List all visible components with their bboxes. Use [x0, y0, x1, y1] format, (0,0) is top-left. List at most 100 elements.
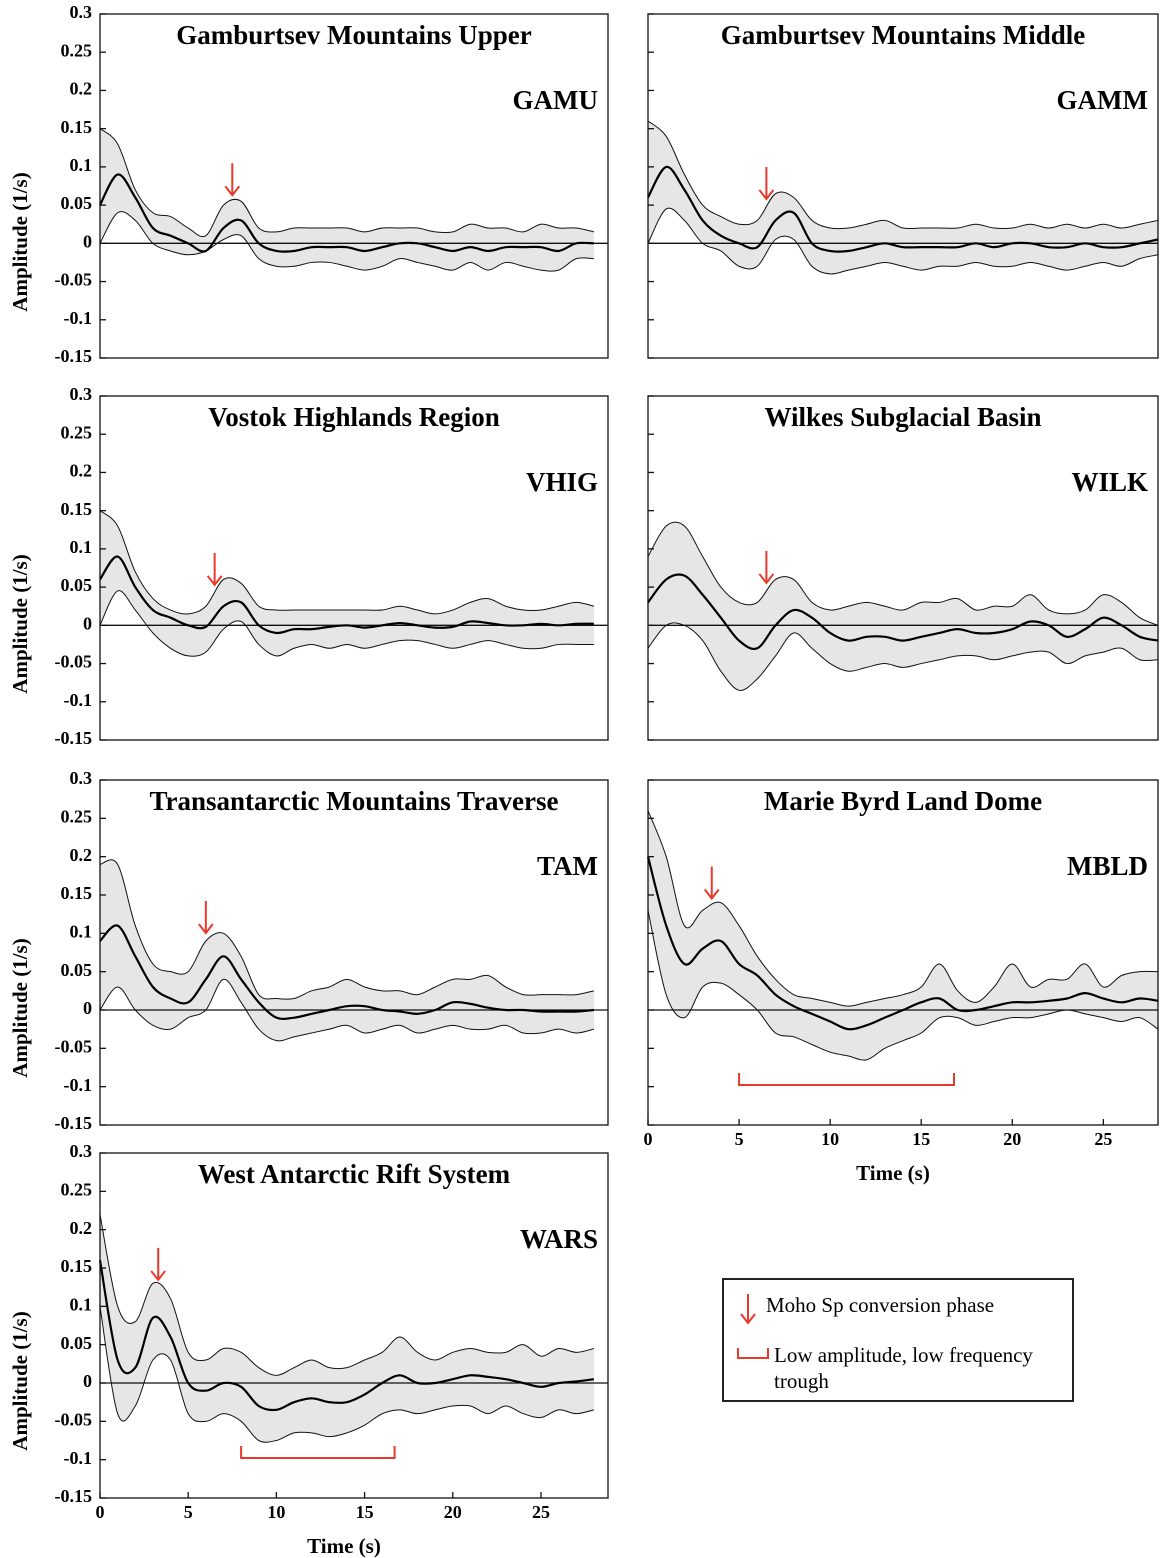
y-tick-label: 0.3	[70, 384, 93, 404]
panel-title: Gamburtsev Mountains Middle	[721, 20, 1086, 50]
band-area	[648, 121, 1158, 274]
x-axis-label: Time (s)	[307, 1534, 381, 1558]
station-label: VHIG	[526, 467, 598, 497]
band-area	[100, 128, 594, 272]
y-axis-label: Amplitude (1/s)	[8, 554, 32, 693]
band-upper	[647, 810, 1159, 1007]
y-tick-label: 0	[83, 998, 92, 1018]
y-tick-label: 0.1	[70, 1294, 93, 1314]
y-tick-label: 0.2	[70, 461, 93, 481]
x-tick-label: 5	[184, 1502, 193, 1522]
y-tick-label: 0.15	[61, 883, 93, 903]
y-tick-label: 0.15	[61, 117, 93, 137]
legend-text: Low amplitude, low frequency trough	[774, 1343, 1033, 1393]
band-upper	[99, 510, 595, 615]
station-label: GAMU	[513, 85, 598, 115]
y-tick-label: -0.1	[64, 690, 93, 710]
station-label: WARS	[520, 1224, 598, 1254]
moho-arrow	[758, 550, 775, 585]
plot-frame	[99, 779, 609, 1126]
y-tick-label: 0.05	[61, 575, 93, 595]
y-tick-label: 0.05	[61, 960, 93, 980]
y-tick-label: -0.15	[55, 1486, 93, 1506]
y-tick-label: 0.3	[70, 768, 93, 788]
x-tick-label: 0	[96, 1502, 105, 1522]
x-tick-label: 0	[644, 1129, 653, 1149]
panel-title: Marie Byrd Land Dome	[764, 786, 1042, 816]
mean-line	[647, 165, 1159, 253]
moho-arrow	[198, 901, 214, 935]
x-tick-label: 15	[912, 1129, 930, 1149]
band-area	[648, 522, 1158, 691]
panel-title: West Antarctic Rift System	[198, 1159, 511, 1189]
legend: Moho Sp conversion phase Low amplitude, …	[722, 1278, 1074, 1402]
y-tick-label: -0.05	[55, 1036, 93, 1056]
y-tick-label: -0.15	[55, 728, 93, 748]
band-lower	[99, 1306, 595, 1443]
panel-title: Vostok Highlands Region	[208, 402, 500, 432]
y-tick-label: -0.15	[55, 346, 93, 366]
x-tick-label: 10	[267, 1502, 285, 1522]
y-tick-label: 0.15	[61, 1256, 93, 1276]
y-tick-label: 0.15	[61, 499, 93, 519]
plot-frame	[647, 395, 1159, 741]
band-area	[100, 510, 594, 657]
panel-title: Wilkes Subglacial Basin	[764, 402, 1041, 432]
y-tick-label: -0.15	[55, 1113, 93, 1133]
y-tick-label: 0.3	[70, 2, 93, 22]
plot-frame	[99, 395, 609, 741]
y-tick-label: 0.25	[61, 422, 93, 442]
plot-frame	[647, 779, 1159, 1126]
y-tick-label: -0.1	[64, 308, 93, 328]
y-tick-label: 0.2	[70, 1218, 93, 1238]
band-lower	[99, 590, 594, 657]
moho-arrow	[206, 552, 223, 587]
station-label: MBLD	[1067, 851, 1148, 881]
y-tick-label: 0.05	[61, 1333, 93, 1353]
station-label: TAM	[537, 851, 598, 881]
x-tick-label: 25	[1094, 1129, 1112, 1149]
band-upper	[647, 120, 1159, 230]
legend-arrow-icon	[740, 1294, 756, 1325]
station-label: WILK	[1071, 467, 1148, 497]
band-area	[100, 1214, 594, 1443]
y-tick-label: 0	[83, 613, 92, 633]
y-tick-label: 0.2	[70, 79, 93, 99]
y-tick-label: -0.1	[64, 1075, 93, 1095]
y-tick-label: 0.05	[61, 193, 93, 213]
x-tick-label: 15	[356, 1502, 374, 1522]
band-lower	[647, 207, 1159, 275]
y-tick-label: 0.3	[70, 1141, 93, 1161]
x-tick-label: 20	[1003, 1129, 1021, 1149]
x-tick-label: 5	[735, 1129, 744, 1149]
legend-text: Moho Sp conversion phase	[766, 1293, 995, 1317]
band-area	[648, 810, 1158, 1061]
panel-title: Gamburtsev Mountains Upper	[176, 20, 532, 50]
y-tick-label: 0	[83, 1371, 92, 1391]
trough-bracket	[240, 1446, 396, 1459]
y-axis-label: Amplitude (1/s)	[8, 172, 32, 311]
y-tick-label: 0.25	[61, 806, 93, 826]
mean-line	[99, 924, 594, 1021]
band-upper	[99, 859, 594, 1000]
y-tick-label: 0.1	[70, 155, 93, 175]
moho-arrow	[703, 866, 720, 901]
y-tick-label: -0.05	[55, 1409, 93, 1429]
y-tick-label: 0.2	[70, 845, 93, 865]
plot-frame	[99, 13, 609, 359]
legend-item: Moho Sp conversion phase	[736, 1292, 1066, 1326]
band-area	[100, 859, 594, 1041]
band-lower	[99, 978, 595, 1042]
legend-item: Low amplitude, low frequency trough	[736, 1342, 1064, 1394]
y-tick-label: 0.25	[61, 1179, 93, 1199]
y-tick-label: 0.25	[61, 40, 93, 60]
mean-line	[647, 573, 1159, 650]
moho-arrow	[150, 1247, 166, 1282]
station-label: GAMM	[1057, 85, 1148, 115]
y-tick-label: -0.1	[64, 1448, 93, 1468]
y-axis-label: Amplitude (1/s)	[8, 1311, 32, 1450]
x-tick-label: 10	[821, 1129, 839, 1149]
band-lower	[647, 622, 1159, 691]
x-tick-label: 25	[532, 1502, 550, 1522]
